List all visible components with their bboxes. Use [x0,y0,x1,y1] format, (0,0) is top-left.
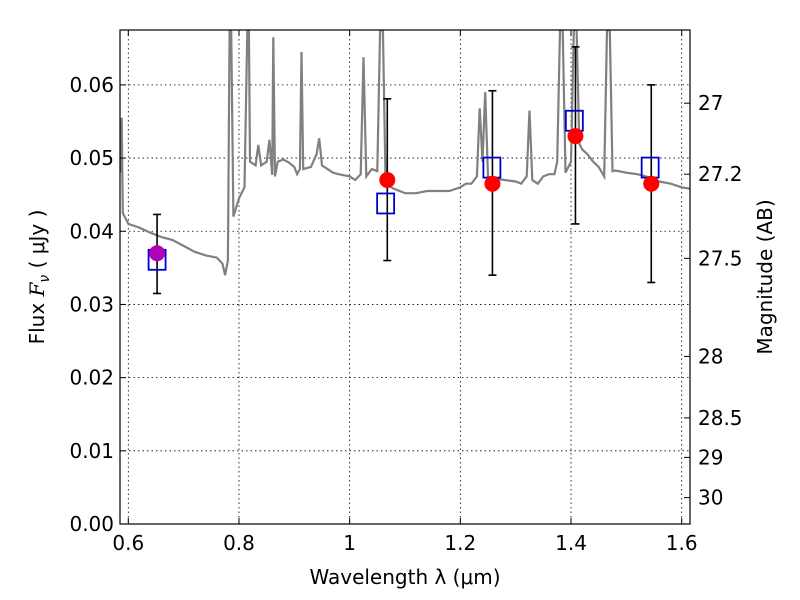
x-tick-label: 1.4 [555,531,587,555]
observed-flux-point [149,245,166,262]
y2-tick-label: 28.5 [698,406,743,430]
observed-flux-point [567,128,584,145]
y-tick-label: 0.01 [69,439,114,463]
y-tick-label: 0.00 [69,512,114,536]
y-tick-label: 0.06 [69,73,114,97]
x-tick-label: 1 [343,531,356,555]
model-photometry-square [640,156,660,179]
model-spectrum-line [120,30,690,276]
axis-ticks: 0.6 0.8 1 1.2 1.4 1.6 0.00 0.01 0.02 0.03 0.04 0.05… [69,30,743,555]
observed-flux-point [484,175,501,192]
x-tick-label: 0.6 [112,531,144,555]
y-tick-label: 0.02 [69,366,114,390]
y2-tick-label: 27 [698,91,723,115]
observed-flux-point [643,175,660,192]
y2-tick-label: 28 [698,344,723,368]
y2-tick-label: 29 [698,445,723,469]
observed-flux-point [379,172,396,189]
x-tick-label: 1.2 [444,531,476,555]
y-tick-label: 0.05 [69,146,114,170]
x-axis-label: Wavelength λ (μm) [309,565,500,589]
model-photometry-square [564,109,584,132]
x-tick-label: 1.6 [666,531,698,555]
y-tick-label: 0.03 [69,292,114,316]
plot-area [120,30,690,295]
y2-tick-label: 27.2 [698,162,743,186]
model-photometry-square [376,192,396,215]
y-axis-label: Flux Fν ( μJy ) [25,210,53,345]
x-tick-label: 0.8 [223,531,255,555]
y2-tick-label: 30 [698,486,723,510]
plot-frame [119,29,691,525]
y2-axis-label: Magnitude (AB) [753,199,777,354]
y2-tick-label: 27.5 [698,246,743,270]
y-tick-label: 0.04 [69,219,114,243]
